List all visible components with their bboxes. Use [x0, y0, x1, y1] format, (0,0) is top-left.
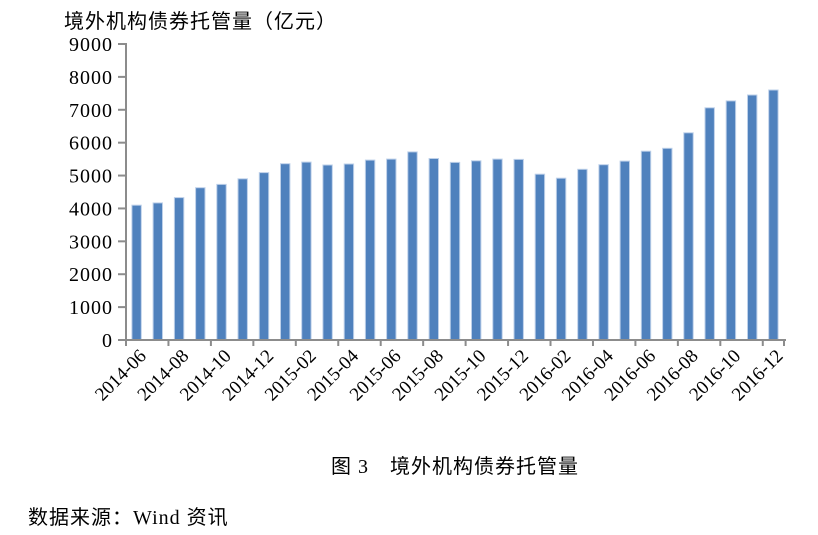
bar-2014-12 [258, 172, 270, 341]
figure-caption: 图 3 境外机构债券托管量 [331, 456, 579, 478]
y-axis-label: 9000 [69, 34, 113, 56]
bar-2015-04 [343, 163, 355, 341]
bar-2014-08 [173, 197, 185, 341]
bar-2015-07 [407, 151, 418, 341]
bar-2015-02 [301, 161, 312, 341]
bar-2016-03 [577, 168, 588, 341]
bar-2016-06 [640, 150, 652, 341]
bar-2015-06 [386, 158, 397, 341]
bar-2015-10 [471, 160, 482, 341]
bar-2016-11 [747, 94, 758, 341]
bar-2014-06 [131, 204, 142, 341]
bar-2015-03 [322, 164, 333, 341]
bar-2016-12 [768, 89, 779, 341]
bar-2014-07 [152, 202, 164, 341]
y-axis-label: 0 [102, 330, 113, 352]
data-source: 数据来源：Wind 资讯 [28, 507, 229, 529]
y-axis-label: 7000 [69, 100, 113, 122]
bar-2015-01 [280, 163, 291, 341]
bar-2015-09 [449, 161, 461, 341]
bar-2014-10 [216, 183, 227, 341]
bar-chart: 0100020003000400050006000700080009000201… [69, 34, 788, 405]
bar-2016-04 [598, 164, 609, 341]
y-axis-label: 5000 [69, 166, 113, 188]
bar-2015-11 [492, 158, 503, 341]
bar-2016-05 [619, 160, 630, 341]
y-axis-label: 3000 [69, 231, 113, 253]
bar-2016-09 [704, 107, 715, 341]
y-axis-label: 4000 [69, 198, 113, 220]
y-axis-label: 2000 [69, 264, 113, 286]
y-axis-label: 6000 [69, 133, 113, 155]
bar-2015-12 [513, 158, 524, 341]
bar-2016-08 [683, 132, 694, 341]
bar-2016-01 [534, 173, 546, 341]
bar-2016-10 [725, 100, 737, 341]
y-axis-label: 1000 [69, 297, 113, 319]
chart-title: 境外机构债券托管量（亿元） [64, 11, 337, 33]
bar-2015-05 [364, 159, 376, 341]
bar-2015-08 [428, 158, 440, 341]
bar-2016-02 [555, 177, 567, 341]
y-axis-label: 8000 [69, 67, 113, 89]
bar-2014-09 [195, 187, 206, 341]
bar-2014-11 [237, 178, 248, 341]
bar-2016-07 [662, 147, 673, 341]
